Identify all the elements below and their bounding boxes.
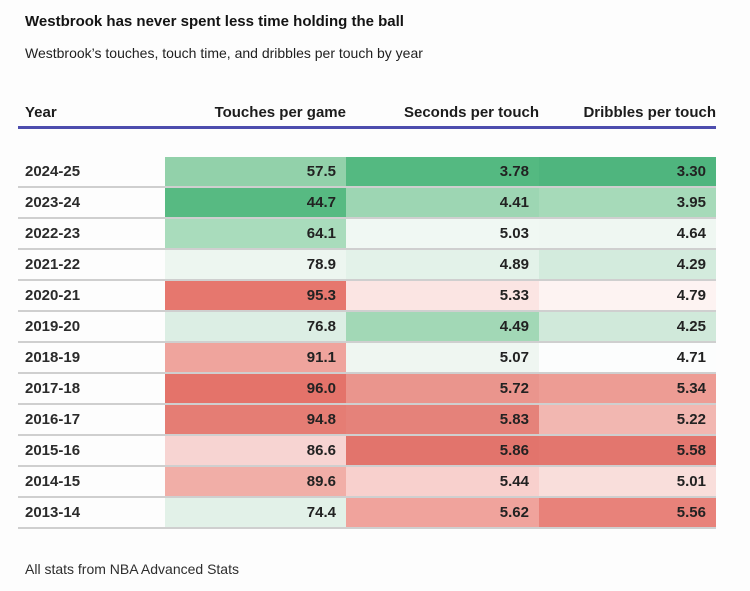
touches-cell: 89.6 [165, 467, 346, 496]
table-row: 2014-15 89.6 5.44 5.01 [18, 467, 716, 498]
table-row: 2019-20 76.8 4.49 4.25 [18, 312, 716, 343]
dribbles-cell: 5.34 [539, 374, 716, 403]
dribbles-cell: 5.01 [539, 467, 716, 496]
column-header-year: Year [25, 104, 57, 121]
touches-cell: 57.5 [165, 157, 346, 186]
chart-subtitle: Westbrook’s touches, touch time, and dri… [25, 45, 423, 61]
touches-cell: 94.8 [165, 405, 346, 434]
year-cell: 2018-19 [18, 343, 165, 372]
touches-cell: 76.8 [165, 312, 346, 341]
touches-cell: 44.7 [165, 188, 346, 217]
dribbles-cell: 4.64 [539, 219, 716, 248]
column-header-touches: Touches per game [214, 104, 346, 121]
column-header-dribbles: Dribbles per touch [583, 104, 716, 121]
table-row: 2023-24 44.7 4.41 3.95 [18, 188, 716, 219]
year-cell: 2017-18 [18, 374, 165, 403]
seconds-cell: 5.03 [346, 219, 539, 248]
dribbles-cell: 4.79 [539, 281, 716, 310]
table-row: 2015-16 86.6 5.86 5.58 [18, 436, 716, 467]
table-row: 2022-23 64.1 5.03 4.64 [18, 219, 716, 250]
year-cell: 2016-17 [18, 405, 165, 434]
dribbles-cell: 5.56 [539, 498, 716, 527]
table-row: 2020-21 95.3 5.33 4.79 [18, 281, 716, 312]
touches-cell: 64.1 [165, 219, 346, 248]
seconds-cell: 4.49 [346, 312, 539, 341]
seconds-cell: 5.83 [346, 405, 539, 434]
table-row: 2018-19 91.1 5.07 4.71 [18, 343, 716, 374]
seconds-cell: 5.07 [346, 343, 539, 372]
dribbles-cell: 4.71 [539, 343, 716, 372]
chart-title: Westbrook has never spent less time hold… [25, 13, 404, 30]
year-cell: 2021-22 [18, 250, 165, 279]
year-cell: 2024-25 [18, 157, 165, 186]
seconds-cell: 5.62 [346, 498, 539, 527]
table-row: 2016-17 94.8 5.83 5.22 [18, 405, 716, 436]
stats-table: Year Touches per game Seconds per touch … [18, 104, 716, 529]
year-cell: 2013-14 [18, 498, 165, 527]
touches-cell: 96.0 [165, 374, 346, 403]
table-row: 2013-14 74.4 5.62 5.56 [18, 498, 716, 529]
table-row: 2017-18 96.0 5.72 5.34 [18, 374, 716, 405]
year-cell: 2020-21 [18, 281, 165, 310]
seconds-cell: 4.89 [346, 250, 539, 279]
year-cell: 2015-16 [18, 436, 165, 465]
year-cell: 2019-20 [18, 312, 165, 341]
table-header-row: Year Touches per game Seconds per touch … [18, 104, 716, 129]
dribbles-cell: 5.22 [539, 405, 716, 434]
seconds-cell: 5.72 [346, 374, 539, 403]
dribbles-cell: 3.95 [539, 188, 716, 217]
dribbles-cell: 4.29 [539, 250, 716, 279]
year-cell: 2014-15 [18, 467, 165, 496]
table-row: 2021-22 78.9 4.89 4.29 [18, 250, 716, 281]
touches-cell: 86.6 [165, 436, 346, 465]
touches-cell: 74.4 [165, 498, 346, 527]
dribbles-cell: 5.58 [539, 436, 716, 465]
dribbles-cell: 3.30 [539, 157, 716, 186]
column-header-seconds: Seconds per touch [403, 104, 539, 121]
seconds-cell: 5.33 [346, 281, 539, 310]
source-note: All stats from NBA Advanced Stats [25, 561, 239, 577]
table-row: 2024-25 57.5 3.78 3.30 [18, 157, 716, 188]
seconds-cell: 5.86 [346, 436, 539, 465]
seconds-cell: 4.41 [346, 188, 539, 217]
table-body: 2024-25 57.5 3.78 3.30 2023-24 44.7 4.41… [18, 157, 716, 529]
touches-cell: 91.1 [165, 343, 346, 372]
year-cell: 2023-24 [18, 188, 165, 217]
seconds-cell: 5.44 [346, 467, 539, 496]
touches-cell: 95.3 [165, 281, 346, 310]
year-cell: 2022-23 [18, 219, 165, 248]
dribbles-cell: 4.25 [539, 312, 716, 341]
touches-cell: 78.9 [165, 250, 346, 279]
seconds-cell: 3.78 [346, 157, 539, 186]
